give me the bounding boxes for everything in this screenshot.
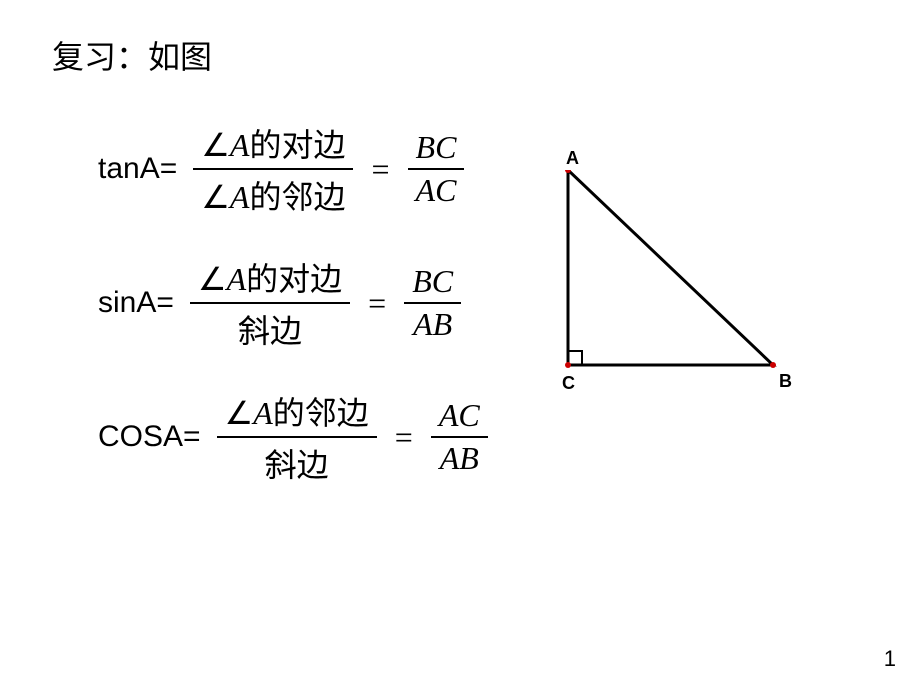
page-title: 复习：如图 xyxy=(52,32,212,78)
triangle-shape xyxy=(568,170,773,365)
equals-sign: = xyxy=(395,419,413,456)
sin-ratio-den: AB xyxy=(405,304,460,345)
formula-block: tanA= ∠A的对边 ∠A的邻边 = BC AC sinA= ∠A的对边 斜边… xyxy=(98,118,494,520)
page-number: 1 xyxy=(884,646,896,672)
cos-ratio-den: AB xyxy=(432,438,487,479)
vertex-a-label: A xyxy=(566,148,579,169)
cos-desc-fraction: ∠A的邻边 斜边 xyxy=(217,386,377,488)
vertex-c-label: C xyxy=(562,373,575,394)
triangle-diagram: A B C xyxy=(538,170,798,405)
sin-ratio-fraction: BC AB xyxy=(404,261,461,345)
sin-label: sinA= xyxy=(98,286,174,320)
sin-desc-fraction: ∠A的对边 斜边 xyxy=(190,252,350,354)
sin-desc-den: 斜边 xyxy=(230,304,310,354)
cos-label: COSA= xyxy=(98,420,201,454)
formula-tan: tanA= ∠A的对边 ∠A的邻边 = BC AC xyxy=(98,118,494,220)
triangle-svg xyxy=(538,170,798,400)
equals-sign: = xyxy=(368,285,386,322)
cos-ratio-fraction: AC AB xyxy=(431,395,488,479)
sin-desc-num: ∠A的对边 xyxy=(190,252,350,302)
equals-sign: = xyxy=(371,151,389,188)
cos-desc-den: 斜边 xyxy=(257,438,337,488)
formula-sin: sinA= ∠A的对边 斜边 = BC AB xyxy=(98,252,494,354)
tan-desc-fraction: ∠A的对边 ∠A的邻边 xyxy=(193,118,353,220)
vertex-b-label: B xyxy=(779,371,792,392)
vertex-c-dot xyxy=(565,362,571,368)
sin-ratio-num: BC xyxy=(404,261,461,302)
tan-desc-den: ∠A的邻边 xyxy=(193,170,353,220)
tan-ratio-num: BC xyxy=(408,127,465,168)
tan-ratio-den: AC xyxy=(408,170,465,211)
vertex-b-dot xyxy=(770,362,776,368)
tan-desc-num: ∠A的对边 xyxy=(193,118,353,168)
cos-ratio-num: AC xyxy=(431,395,488,436)
tan-label: tanA= xyxy=(98,152,177,186)
tan-ratio-fraction: BC AC xyxy=(408,127,465,211)
cos-desc-num: ∠A的邻边 xyxy=(217,386,377,436)
formula-cos: COSA= ∠A的邻边 斜边 = AC AB xyxy=(98,386,494,488)
